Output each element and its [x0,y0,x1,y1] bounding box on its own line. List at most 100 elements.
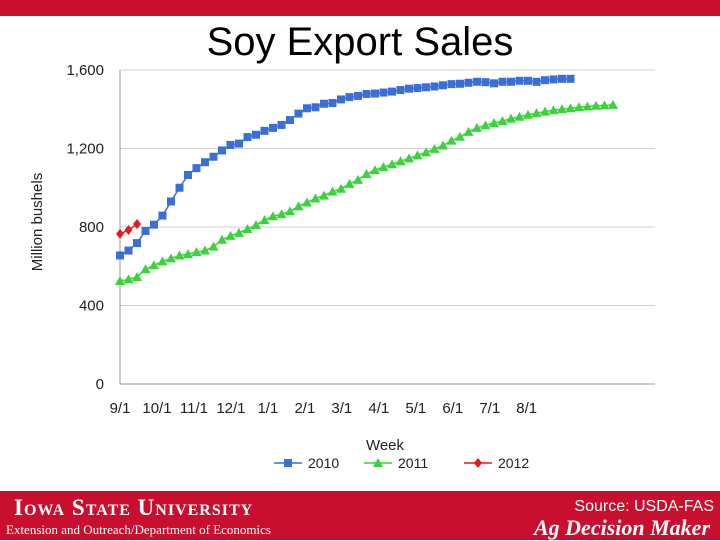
data-point-2011 [327,186,338,196]
data-point-2011 [608,99,618,109]
data-point-2011 [285,206,295,216]
data-point-2010 [481,78,490,87]
y-tick-label: 400 [79,298,104,315]
data-point-2010 [388,87,396,96]
data-point-2010 [549,75,558,84]
y-axis-label: Million bushels [29,173,46,271]
data-point-2010 [541,76,549,85]
data-point-2011 [191,247,202,257]
data-point-2011 [446,135,457,145]
data-point-2010 [277,120,286,129]
x-tick-label: 8/1 [516,400,537,417]
data-point-2012 [133,219,141,230]
data-point-2010 [209,152,218,161]
data-point-2010 [430,82,439,91]
data-point-2011 [140,264,151,274]
x-tick-label: 9/1 [110,400,131,417]
data-point-2011 [149,260,159,270]
data-point-2010 [345,93,354,102]
data-point-2010 [226,140,235,149]
data-point-2010 [243,133,252,142]
data-point-2011 [565,103,576,113]
data-point-2010 [158,211,167,220]
data-point-2011 [582,101,593,111]
legend-label-2012: 2012 [498,455,529,471]
data-point-2010 [175,183,184,192]
data-point-2011 [557,104,567,114]
data-point-2010 [286,116,294,125]
data-point-2010 [379,88,388,97]
data-point-2011 [225,230,236,240]
data-point-2011 [174,250,185,260]
chart-title: Soy Export Sales [206,20,514,64]
footer: Iowa State University Extension and Outr… [0,491,720,540]
x-tick-label: 12/1 [216,400,245,417]
data-point-2011 [429,143,440,153]
data-point-2010 [456,79,464,88]
legend-marker-2010 [284,459,292,467]
data-point-2011 [123,274,134,284]
source-text: Source: USDA-FAS [574,498,714,515]
data-point-2010 [124,246,133,255]
data-point-2011 [183,249,193,259]
data-point-2010 [507,77,515,86]
data-point-2010 [524,76,532,85]
data-point-2010 [192,164,201,173]
data-point-2010 [447,80,456,89]
data-point-2011 [361,169,372,179]
data-point-2010 [184,170,192,179]
chart: 0 400 800 1,200 1,600 9/1 10/1 11/1 12/1 1/1 2/1 3/… [29,62,655,471]
legend-label-2011: 2011 [398,455,428,471]
x-tick-label: 2/1 [294,400,315,417]
data-point-2011 [370,165,380,175]
data-point-2010 [337,95,345,104]
y-tick-label: 1,600 [66,62,104,79]
data-point-2010 [490,79,498,88]
legend-label-2010: 2010 [308,455,339,471]
x-tick-label: 1/1 [257,400,278,417]
brand-text: Ag Decision Maker [534,515,710,540]
data-point-2011 [438,140,448,150]
data-point-2011 [200,245,210,255]
data-point-2010 [235,139,243,148]
data-point-2011 [217,234,227,244]
x-tick-label: 11/1 [180,400,208,417]
data-point-2011 [514,111,525,121]
data-point-2010 [371,89,379,98]
data-point-2010 [218,146,226,155]
data-point-2011 [208,241,219,251]
data-point-2010 [133,239,141,248]
data-point-2011 [489,117,499,127]
data-point-2011 [259,215,270,225]
data-point-2011 [132,272,142,282]
data-point-2011 [336,183,346,193]
data-point-2010 [252,130,260,139]
data-point-2011 [472,122,482,132]
data-point-2010 [141,226,150,235]
data-point-2010 [464,78,473,87]
data-point-2012 [116,228,124,239]
data-point-2010 [405,84,413,93]
data-point-2010 [362,89,371,98]
data-point-2010 [558,74,566,83]
data-point-2011 [157,256,168,266]
data-point-2011 [463,126,474,136]
data-point-2010 [116,251,124,260]
data-point-2011 [421,147,431,157]
x-tick-label: 10/1 [142,400,171,417]
data-point-2010 [167,197,175,206]
data-point-2011 [115,275,125,285]
series-line-2010 [119,78,571,257]
data-point-2012 [124,224,133,235]
data-point-2011 [387,159,397,169]
x-axis-label: Week [366,437,405,454]
x-tick-label: 3/1 [331,400,352,417]
data-point-2011 [302,197,312,207]
data-point-2011 [548,105,559,115]
data-point-2010 [201,158,209,167]
data-point-2010 [260,126,269,135]
data-point-2010 [328,98,337,107]
data-point-2011 [293,201,304,211]
data-point-2010 [473,77,481,86]
data-point-2010 [303,104,311,113]
